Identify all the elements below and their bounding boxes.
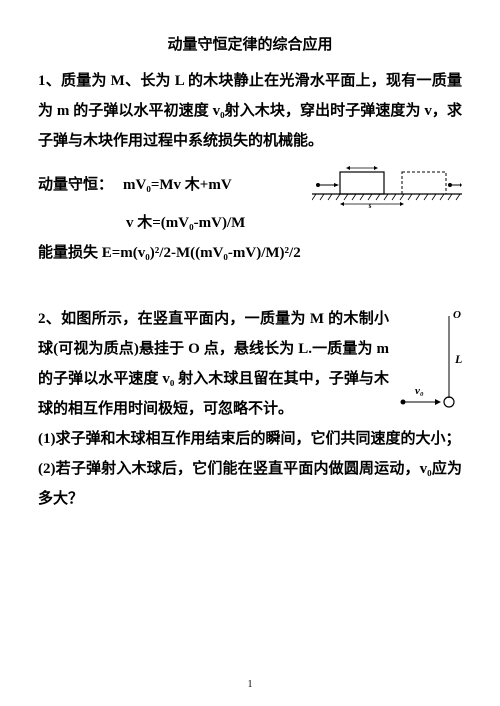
diagram-block-bullet: s <box>312 162 462 208</box>
svg-text:L: L <box>454 352 462 366</box>
formula-block: 动量守恒： mV₀=Mv 木+mV <box>38 162 462 268</box>
svg-text:s: s <box>369 202 372 208</box>
page-title: 动量守恒定律的综合应用 <box>38 30 462 60</box>
problem-1-text: 1、质量为 M、长为 L 的木块静止在光滑水平面上，现有一质量为 m 的子弹以水… <box>38 66 462 156</box>
formula-2: v 木=(mV₀-mV)/M <box>126 208 245 238</box>
problem-2: O L v₀ 2、如图所示，在竖直平面内，一质量为 M 的木制小球(可视为质点)… <box>38 304 462 514</box>
formula-3: 能量损失 E=m(v₀)²/2-M((mV₀-mV)/M)²/2 <box>38 238 301 268</box>
svg-text:v₀: v₀ <box>415 385 424 397</box>
page-number: 1 <box>0 679 500 690</box>
svg-text:O: O <box>453 309 461 321</box>
diagram-pendulum: O L v₀ <box>397 308 462 418</box>
problem-2-text-3: (2)若子弹射入木球后，它们能在竖直平面内做圆周运动，v₀应为多大？ <box>38 454 462 514</box>
formula-1: mV₀=Mv 木+mV <box>123 170 232 200</box>
problem-2-text-2: (1)求子弹和木球相互作用结束后的瞬间，它们共同速度的大小； <box>38 424 462 454</box>
formula-label: 动量守恒： <box>38 170 113 200</box>
